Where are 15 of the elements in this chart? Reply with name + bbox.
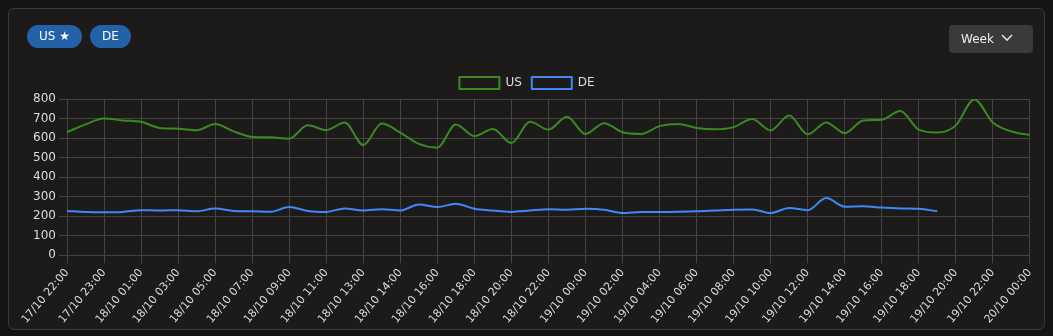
text: US ★ (27, 25, 82, 48)
y-tick-label: 700 (33, 110, 56, 125)
y-tick-label: 100 (33, 227, 56, 242)
legend-label: DE (577, 75, 595, 90)
text: DE (89, 25, 131, 48)
line-series (66, 197, 939, 215)
y-tick-label: 800 (33, 91, 56, 106)
y-tick-label: 400 (33, 169, 56, 184)
y-tick-label: 200 (33, 208, 56, 223)
text: Week (961, 31, 994, 48)
y-tick-label: 600 (33, 130, 56, 145)
legend-label: US (505, 75, 522, 90)
y-tick-label: 0 (48, 247, 56, 262)
y-tick-label: 300 (33, 188, 56, 203)
y-tick-label: 500 (33, 149, 56, 164)
